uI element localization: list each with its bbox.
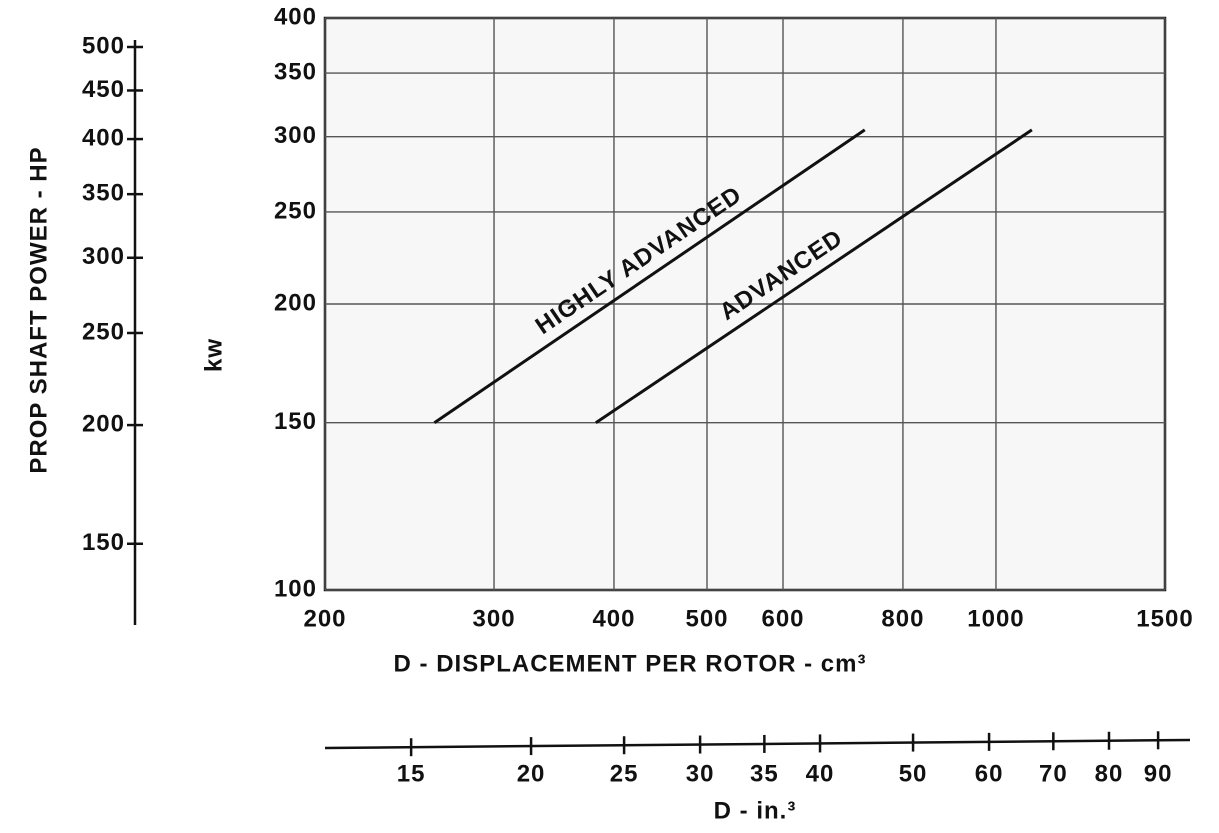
y2-tick-label: 350 <box>82 180 125 207</box>
y-axis-label: kw <box>200 338 227 372</box>
y-tick-label: 350 <box>274 58 317 85</box>
x-tick-label: 1000 <box>967 605 1024 632</box>
line <box>595 128 1033 424</box>
x-tick-label: 300 <box>473 605 516 632</box>
x-tick-label: 200 <box>303 605 346 632</box>
x2-tick-label: 60 <box>975 760 1004 787</box>
y-tick-label: 400 <box>274 3 317 30</box>
y2-tick-label: 200 <box>82 410 125 437</box>
y2-tick-label: 150 <box>82 529 125 556</box>
y-tick-label: 300 <box>274 122 317 149</box>
y-tick-label: 150 <box>274 408 317 435</box>
y-tick-label: 250 <box>274 197 317 224</box>
x-axis-label: D - DISPLACEMENT PER ROTOR - cm³ <box>394 650 867 677</box>
line <box>433 128 866 424</box>
x2-tick-label: 25 <box>610 760 639 787</box>
x-tick-label: 800 <box>881 605 924 632</box>
x-tick-label: 1500 <box>1136 605 1193 632</box>
y2-tick-label: 500 <box>82 32 125 59</box>
y2-tick-label: 250 <box>82 318 125 345</box>
x2-tick-label: 70 <box>1039 760 1068 787</box>
y2-tick-label: 300 <box>82 243 125 270</box>
y2-tick-label: 400 <box>82 124 125 151</box>
x2-axis-line <box>324 738 1191 750</box>
x2-axis-label: D - in.³ <box>714 797 797 824</box>
x-tick-label: 600 <box>761 605 804 632</box>
x2-tick-label: 20 <box>517 760 546 787</box>
y2-axis-label: PROP SHAFT POWER - HP <box>25 146 52 473</box>
x-tick-label: 500 <box>685 605 728 632</box>
x2-tick-label: 80 <box>1095 760 1124 787</box>
x2-tick-label: 40 <box>806 760 835 787</box>
x2-tick-label: 90 <box>1144 760 1173 787</box>
x2-tick-label: 35 <box>750 760 779 787</box>
y-tick-label: 200 <box>274 289 317 316</box>
y2-tick-label: 450 <box>82 76 125 103</box>
x2-tick-label: 50 <box>899 760 928 787</box>
x-tick-label: 400 <box>592 605 635 632</box>
x2-tick-label: 15 <box>397 760 426 787</box>
x2-tick-label: 30 <box>686 760 715 787</box>
y-tick-label: 100 <box>274 575 317 602</box>
